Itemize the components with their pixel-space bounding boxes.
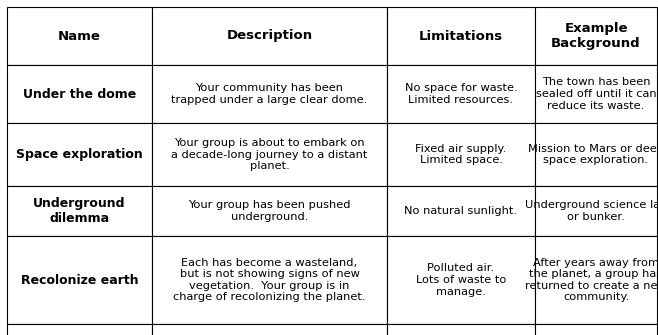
Text: Description: Description [226, 29, 313, 43]
Bar [535, 324, 657, 335]
Text: Limitations: Limitations [419, 29, 503, 43]
Text: Each has become a wasteland,
but is not showing signs of new
vegetation.  Your g: Each has become a wasteland, but is not … [173, 258, 366, 303]
Bar [7, 65, 152, 123]
Text: The town has been
sealed off until it can
reduce its waste.: The town has been sealed off until it ca… [536, 77, 656, 111]
Bar [152, 236, 387, 324]
Text: Fixed air supply.
Limited space.: Fixed air supply. Limited space. [415, 144, 507, 165]
Bar [7, 236, 152, 324]
Text: Name: Name [58, 29, 101, 43]
Text: Space exploration: Space exploration [16, 148, 143, 161]
Text: Your group has been pushed
underground.: Your group has been pushed underground. [188, 200, 351, 222]
Text: Recolonize earth: Recolonize earth [20, 273, 138, 286]
Text: No natural sunlight.: No natural sunlight. [405, 206, 517, 216]
Bar [535, 186, 657, 236]
Text: Mission to Mars or deep
space exploration.: Mission to Mars or deep space exploratio… [528, 144, 658, 165]
Bar [387, 7, 535, 65]
Bar [387, 65, 535, 123]
Text: Example
Background: Example Background [551, 22, 641, 50]
Bar [535, 65, 657, 123]
Bar [387, 123, 535, 186]
Bar [535, 7, 657, 65]
Bar [152, 65, 387, 123]
Text: After years away from
the planet, a group has
returned to create a new
community: After years away from the planet, a grou… [525, 258, 658, 303]
Bar [535, 123, 657, 186]
Bar [152, 7, 387, 65]
Text: Polluted air.
Lots of waste to
manage.: Polluted air. Lots of waste to manage. [416, 263, 506, 296]
Text: Under the dome: Under the dome [23, 87, 136, 100]
Bar [152, 186, 387, 236]
Bar [152, 123, 387, 186]
Bar [535, 236, 657, 324]
Bar [7, 123, 152, 186]
Text: Your community has been
trapped under a large clear dome.: Your community has been trapped under a … [171, 83, 368, 105]
Bar [387, 236, 535, 324]
Bar [7, 324, 152, 335]
Bar [7, 186, 152, 236]
Bar [152, 324, 387, 335]
Text: Underground science lab
or bunker.: Underground science lab or bunker. [525, 200, 658, 222]
Bar [387, 186, 535, 236]
Bar [7, 7, 152, 65]
Text: No space for waste.
Limited resources.: No space for waste. Limited resources. [405, 83, 517, 105]
Bar [387, 324, 535, 335]
Text: Underground
dilemma: Underground dilemma [34, 197, 126, 225]
Text: Your group is about to embark on
a decade-long journey to a distant
planet.: Your group is about to embark on a decad… [171, 138, 368, 171]
